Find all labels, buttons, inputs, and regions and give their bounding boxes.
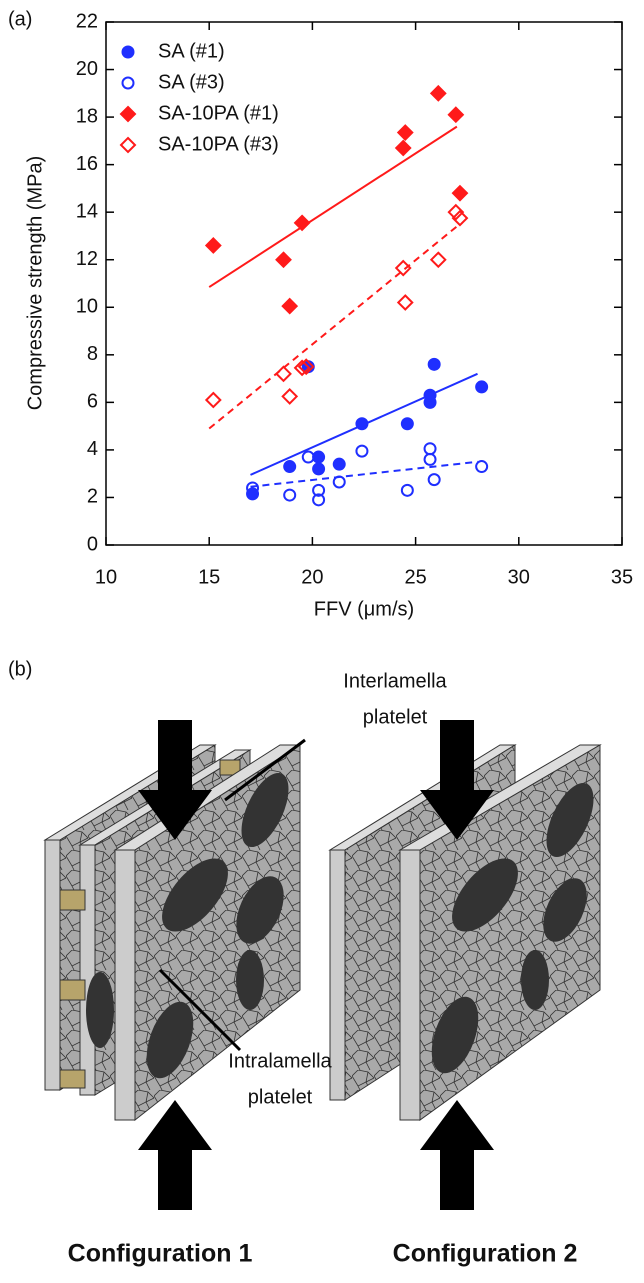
panel-label: (b) bbox=[8, 658, 32, 680]
fit-line bbox=[208, 225, 458, 430]
marker bbox=[423, 452, 437, 466]
y-tick-label: 2 bbox=[87, 486, 98, 508]
legend-label: SA (#3) bbox=[158, 71, 225, 93]
marker bbox=[301, 450, 315, 464]
marker bbox=[447, 106, 465, 124]
marker bbox=[204, 391, 222, 409]
legend-label: SA-10PA (#3) bbox=[158, 133, 279, 155]
marker bbox=[475, 380, 489, 394]
y-tick-label: 14 bbox=[76, 200, 98, 222]
marker bbox=[297, 358, 315, 376]
marker bbox=[281, 388, 299, 405]
y-axis-label: Compressive strength (MPa) bbox=[24, 156, 46, 411]
marker bbox=[427, 357, 441, 371]
marker bbox=[447, 203, 465, 221]
y-tick-label: 22 bbox=[76, 10, 98, 32]
marker bbox=[275, 251, 292, 269]
marker bbox=[396, 124, 414, 141]
marker bbox=[394, 139, 412, 157]
x-axis-label: FFV (μm/s) bbox=[314, 598, 414, 620]
legend-marker bbox=[121, 76, 135, 90]
legend-marker bbox=[119, 105, 137, 123]
legend-label: SA (#1) bbox=[158, 40, 225, 62]
marker bbox=[332, 457, 346, 471]
marker bbox=[355, 417, 369, 431]
x-tick-label: 15 bbox=[198, 566, 220, 588]
marker bbox=[475, 460, 489, 474]
marker bbox=[423, 388, 437, 402]
x-tick-label: 10 bbox=[95, 566, 117, 588]
plot-frame bbox=[105, 21, 623, 546]
marker bbox=[312, 493, 326, 507]
y-tick-label: 18 bbox=[76, 105, 98, 127]
marker bbox=[396, 294, 414, 311]
fit-line bbox=[208, 125, 458, 288]
y-tick-label: 16 bbox=[76, 153, 98, 175]
annotation: Intralamella bbox=[228, 1050, 332, 1072]
annotation: Interlamella bbox=[343, 670, 447, 692]
pointer bbox=[158, 968, 242, 1052]
annotation: platelet bbox=[248, 1086, 313, 1108]
marker bbox=[429, 84, 447, 102]
x-tick-label: 20 bbox=[301, 566, 323, 588]
caption: Configuration 1 bbox=[68, 1240, 253, 1268]
legend-marker bbox=[121, 45, 135, 59]
annotation: platelet bbox=[363, 706, 428, 728]
pointer bbox=[224, 738, 306, 802]
diagram: (b) I bbox=[8, 658, 602, 1268]
configuration-2 bbox=[328, 720, 602, 1210]
marker bbox=[355, 444, 369, 458]
marker bbox=[293, 359, 311, 377]
marker bbox=[246, 481, 260, 495]
y-tick-label: 6 bbox=[87, 391, 98, 413]
marker bbox=[293, 214, 311, 232]
marker bbox=[283, 460, 297, 474]
marker bbox=[400, 483, 414, 497]
marker bbox=[394, 259, 412, 277]
y-tick-label: 20 bbox=[76, 58, 98, 80]
chart: (a) FFV (μm/s) Compressive strength (MPa… bbox=[8, 8, 633, 620]
marker bbox=[429, 251, 447, 269]
x-tick-label: 35 bbox=[611, 566, 633, 588]
marker bbox=[427, 473, 441, 487]
y-tick-label: 0 bbox=[87, 533, 98, 555]
x-tick-label: 25 bbox=[404, 566, 426, 588]
panel-label: (a) bbox=[8, 8, 32, 30]
caption: Configuration 2 bbox=[393, 1240, 578, 1268]
marker bbox=[281, 297, 299, 315]
x-tick-label: 30 bbox=[508, 566, 530, 588]
y-tick-label: 12 bbox=[76, 248, 98, 270]
marker bbox=[312, 483, 326, 497]
y-tick-label: 4 bbox=[87, 438, 98, 460]
marker bbox=[332, 475, 346, 489]
configuration-1 bbox=[43, 720, 302, 1210]
fit-line bbox=[250, 460, 478, 488]
legend-marker bbox=[119, 136, 137, 154]
y-tick-label: 8 bbox=[87, 343, 98, 365]
marker bbox=[423, 442, 437, 456]
y-tick-label: 10 bbox=[76, 296, 98, 318]
marker bbox=[204, 237, 222, 254]
marker bbox=[283, 488, 297, 502]
marker bbox=[275, 365, 292, 383]
marker bbox=[451, 209, 469, 227]
marker bbox=[400, 417, 414, 431]
legend-label: SA-10PA (#1) bbox=[158, 102, 279, 124]
marker bbox=[451, 184, 469, 202]
marker bbox=[312, 462, 326, 476]
